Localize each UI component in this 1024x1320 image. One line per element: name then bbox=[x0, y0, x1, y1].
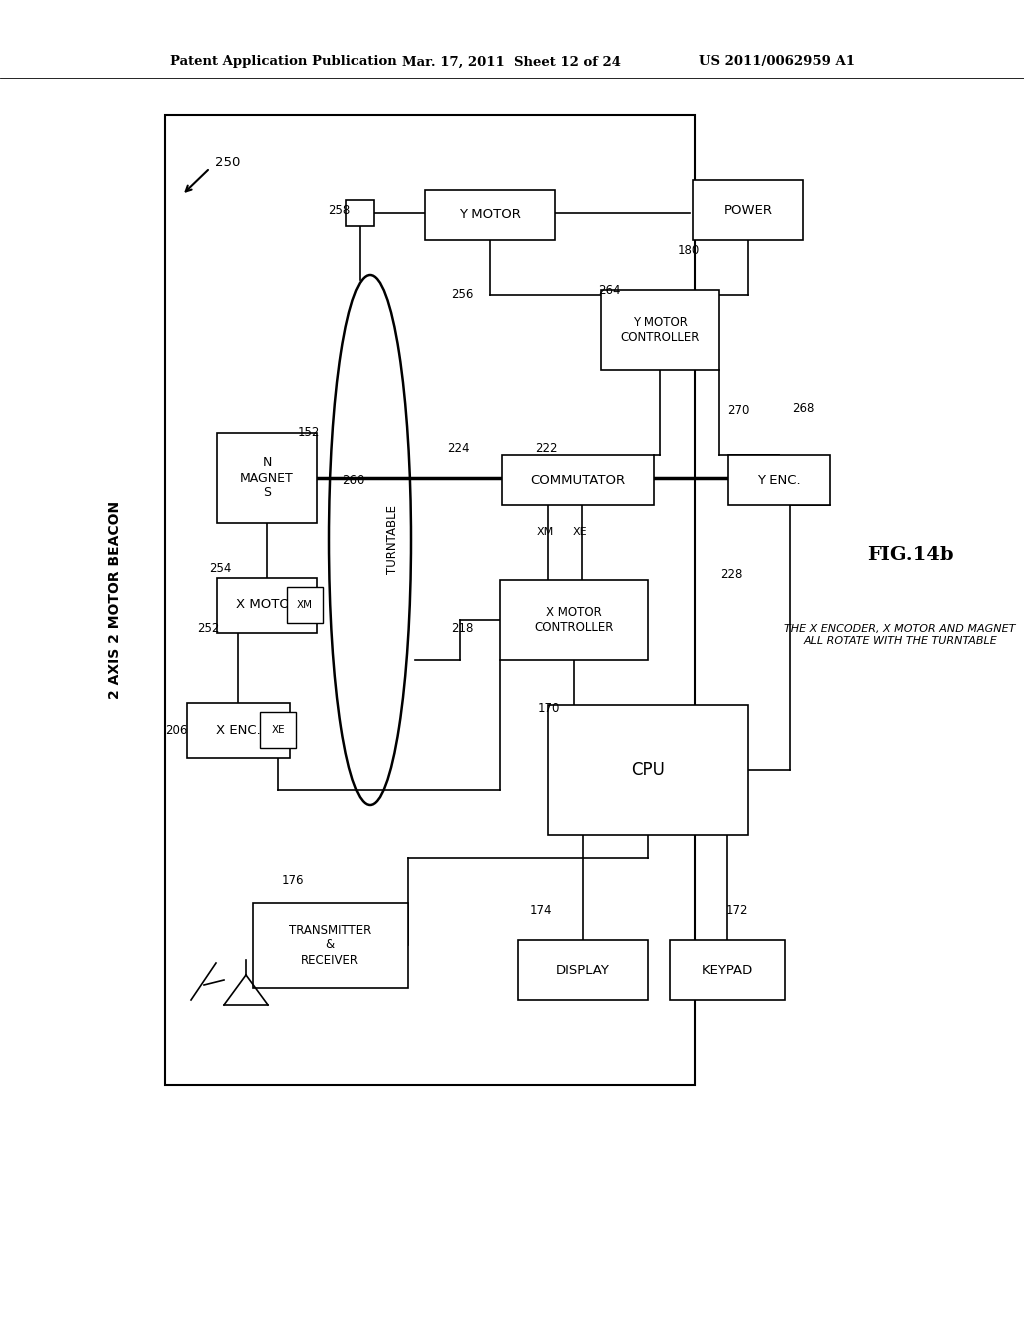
Text: X MOTOR: X MOTOR bbox=[236, 598, 299, 611]
Bar bbox=[287, 587, 323, 623]
Text: 152: 152 bbox=[298, 425, 321, 438]
Text: 218: 218 bbox=[452, 622, 474, 635]
Text: XM: XM bbox=[537, 527, 554, 537]
Text: THE X ENCODER, X MOTOR AND MAGNET
ALL ROTATE WITH THE TURNTABLE: THE X ENCODER, X MOTOR AND MAGNET ALL RO… bbox=[784, 624, 1016, 645]
Bar bbox=[165, 115, 695, 1085]
Bar bbox=[601, 290, 719, 370]
Text: POWER: POWER bbox=[724, 203, 772, 216]
Text: CPU: CPU bbox=[631, 762, 665, 779]
Text: 206: 206 bbox=[166, 723, 188, 737]
Text: Y ENC.: Y ENC. bbox=[757, 474, 801, 487]
Bar bbox=[518, 940, 648, 1001]
Text: X MOTOR
CONTROLLER: X MOTOR CONTROLLER bbox=[535, 606, 613, 634]
Text: XE: XE bbox=[271, 725, 285, 735]
Text: 228: 228 bbox=[720, 569, 742, 582]
Text: 258: 258 bbox=[328, 203, 350, 216]
Text: Y MOTOR
CONTROLLER: Y MOTOR CONTROLLER bbox=[621, 315, 699, 345]
Text: 170: 170 bbox=[538, 701, 560, 714]
Text: Patent Application Publication: Patent Application Publication bbox=[170, 55, 396, 69]
Text: COMMUTATOR: COMMUTATOR bbox=[530, 474, 626, 487]
Text: 252: 252 bbox=[198, 622, 220, 635]
Bar bbox=[346, 201, 374, 226]
Text: FIG.14b: FIG.14b bbox=[866, 546, 953, 564]
Bar bbox=[693, 180, 803, 240]
Bar bbox=[217, 433, 317, 523]
Text: Y MOTOR: Y MOTOR bbox=[459, 209, 521, 222]
Text: 172: 172 bbox=[726, 903, 749, 916]
Text: XE: XE bbox=[572, 527, 588, 537]
Text: 2 AXIS 2 MOTOR BEACON: 2 AXIS 2 MOTOR BEACON bbox=[108, 500, 122, 700]
Text: TURNTABLE: TURNTABLE bbox=[385, 506, 398, 574]
Text: 250: 250 bbox=[215, 157, 241, 169]
Bar bbox=[186, 702, 290, 758]
Bar bbox=[217, 578, 317, 632]
Text: 254: 254 bbox=[210, 561, 232, 574]
Bar bbox=[728, 455, 830, 506]
Text: KEYPAD: KEYPAD bbox=[701, 964, 753, 977]
Text: XM: XM bbox=[297, 601, 313, 610]
Text: Mar. 17, 2011  Sheet 12 of 24: Mar. 17, 2011 Sheet 12 of 24 bbox=[402, 55, 622, 69]
Text: 268: 268 bbox=[792, 401, 814, 414]
Text: US 2011/0062959 A1: US 2011/0062959 A1 bbox=[699, 55, 855, 69]
Text: 180: 180 bbox=[678, 243, 700, 256]
Bar bbox=[502, 455, 654, 506]
Ellipse shape bbox=[329, 275, 411, 805]
Text: DISPLAY: DISPLAY bbox=[556, 964, 610, 977]
Text: 174: 174 bbox=[529, 903, 552, 916]
Text: 224: 224 bbox=[447, 441, 470, 454]
Text: TRANSMITTER
&
RECEIVER: TRANSMITTER & RECEIVER bbox=[289, 924, 371, 966]
Bar bbox=[548, 705, 748, 836]
Text: 176: 176 bbox=[282, 874, 304, 887]
Text: 260: 260 bbox=[342, 474, 365, 487]
Bar bbox=[670, 940, 784, 1001]
Bar bbox=[425, 190, 555, 240]
Bar bbox=[260, 711, 296, 748]
Text: 270: 270 bbox=[728, 404, 750, 417]
Text: N
MAGNET
S: N MAGNET S bbox=[240, 457, 294, 499]
Text: 264: 264 bbox=[598, 284, 621, 297]
Text: 256: 256 bbox=[452, 289, 474, 301]
Text: 222: 222 bbox=[536, 441, 558, 454]
Bar bbox=[253, 903, 408, 987]
Text: X ENC.: X ENC. bbox=[216, 723, 260, 737]
Bar bbox=[500, 579, 648, 660]
